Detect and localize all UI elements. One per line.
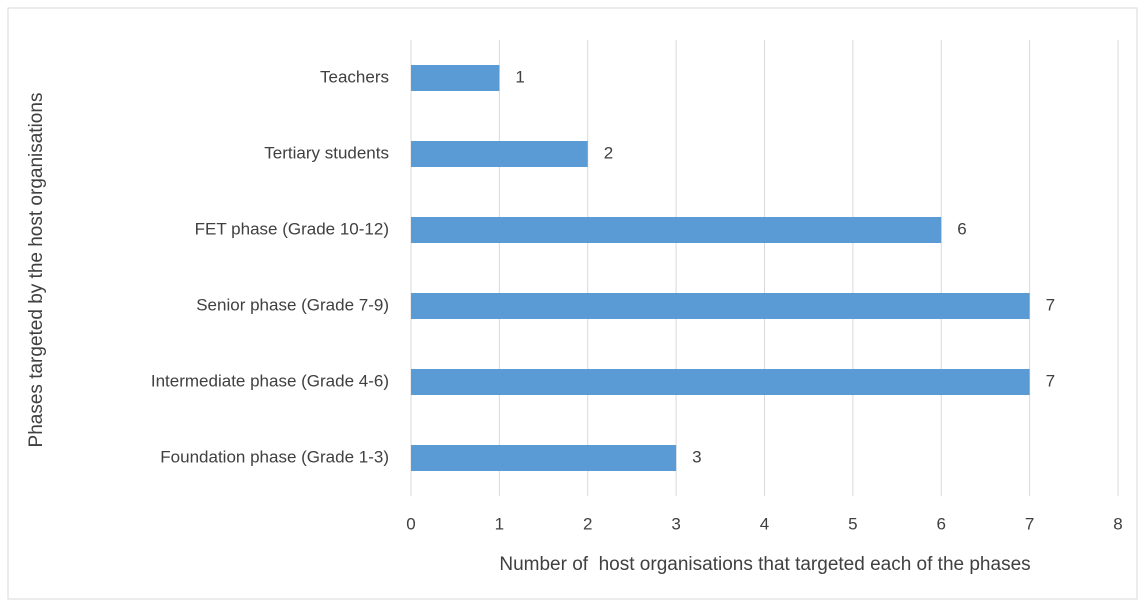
- x-tick-label: 2: [583, 514, 592, 533]
- y-axis-label: Phases targeted by the host organisation…: [26, 93, 47, 448]
- data-label: 3: [692, 447, 701, 466]
- y-tick-label: Intermediate phase (Grade 4-6): [151, 371, 389, 390]
- x-tick-label: 5: [848, 514, 857, 533]
- x-tick-label: 7: [1025, 514, 1034, 533]
- x-tick-label: 6: [937, 514, 946, 533]
- y-tick-label: Tertiary students: [264, 143, 389, 162]
- y-tick-label: Foundation phase (Grade 1-3): [160, 447, 389, 466]
- x-tick-label: 1: [495, 514, 504, 533]
- x-tick-label: 4: [760, 514, 769, 533]
- data-label: 7: [1046, 371, 1055, 390]
- data-label: 2: [604, 143, 613, 162]
- bar: [411, 445, 677, 471]
- data-label: 7: [1046, 295, 1055, 314]
- bar: [411, 369, 1030, 395]
- bar: [411, 293, 1030, 319]
- bar: [411, 141, 588, 167]
- x-tick-label: 3: [671, 514, 680, 533]
- x-tick-label: 8: [1113, 514, 1122, 533]
- x-axis-label: Number of host organisations that target…: [499, 554, 1030, 575]
- data-label: 1: [515, 67, 524, 86]
- bar: [411, 65, 500, 91]
- y-tick-label: FET phase (Grade 10-12): [195, 219, 389, 238]
- y-tick-label: Teachers: [320, 67, 389, 86]
- bar: [411, 217, 942, 243]
- y-tick-label: Senior phase (Grade 7-9): [196, 295, 389, 314]
- x-tick-label: 0: [406, 514, 415, 533]
- data-label: 6: [957, 219, 966, 238]
